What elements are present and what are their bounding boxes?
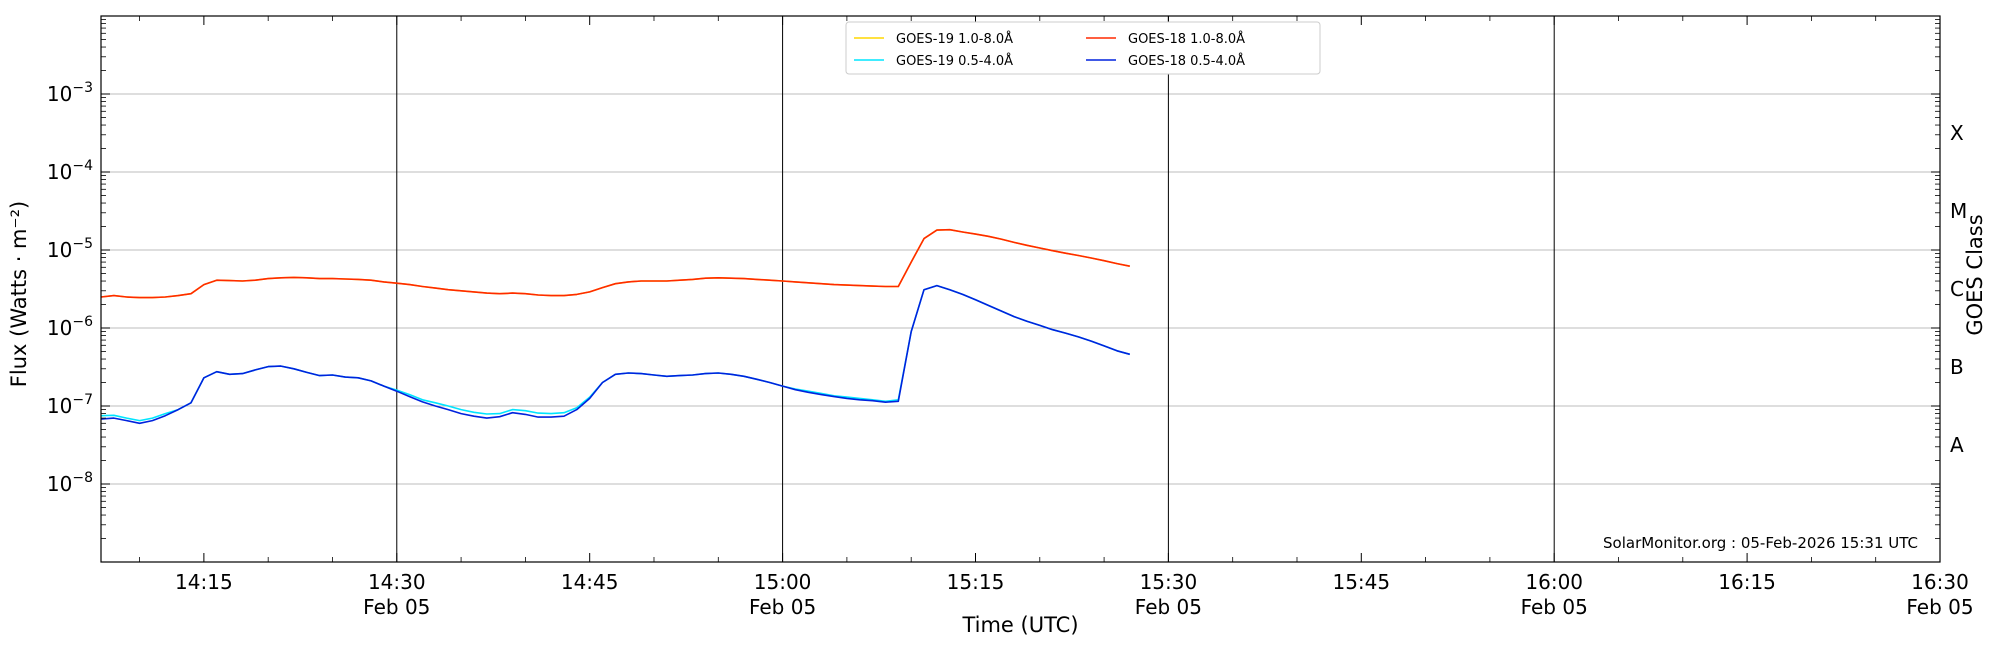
legend-label: GOES-19 0.5-4.0Å bbox=[896, 53, 1013, 69]
legend-label: GOES-19 1.0-8.0Å bbox=[896, 31, 1013, 47]
legend: GOES-19 1.0-8.0Å GOES-19 0.5-4.0Å GOES-18 … bbox=[845, 21, 1321, 75]
x-axis-title: Time (UTC) bbox=[961, 613, 1078, 637]
y-tick-exponent: −8 bbox=[72, 470, 93, 486]
goes-class-label: X bbox=[1950, 121, 1964, 145]
x-tick-date: Feb 05 bbox=[1906, 595, 1973, 619]
axis-ticks bbox=[101, 16, 1941, 562]
goes-class-label: M bbox=[1950, 199, 1967, 223]
watermark-text: SolarMonitor.org : 05-Feb-2026 15:31 UTC bbox=[1603, 534, 1918, 552]
goes-class-label: C bbox=[1950, 277, 1964, 301]
goes-class-axis-title: GOES Class bbox=[1963, 214, 1987, 335]
x-tick-label: 14:15 bbox=[175, 570, 233, 594]
x-tick-label: 14:30 bbox=[368, 570, 426, 594]
series-line bbox=[100, 228, 1130, 299]
x-tick-label: 15:30 bbox=[1140, 570, 1198, 594]
x-tick-label: 15:00 bbox=[754, 570, 812, 594]
y-tick-exponent: −5 bbox=[72, 236, 93, 252]
x-tick-label: 16:15 bbox=[1718, 570, 1776, 594]
legend-label: GOES-18 0.5-4.0Å bbox=[1128, 53, 1245, 69]
y-tick-exponent: −7 bbox=[72, 392, 93, 408]
x-tick-date: Feb 05 bbox=[1135, 595, 1202, 619]
x-tick-label: 14:45 bbox=[561, 570, 619, 594]
y-tick-exponent: −4 bbox=[72, 158, 93, 174]
y-tick-exponent: −6 bbox=[72, 314, 93, 330]
legend-box bbox=[845, 21, 1321, 75]
x-tick-date: Feb 05 bbox=[363, 595, 430, 619]
series-lines bbox=[100, 228, 1131, 425]
goes-class-label: A bbox=[1950, 433, 1964, 457]
goes-class-label: B bbox=[1950, 355, 1964, 379]
x-tick-label: 16:30 bbox=[1911, 570, 1969, 594]
y-axis-title: Flux (Watts · m⁻²) bbox=[7, 201, 31, 387]
y-tick-exponent: −3 bbox=[72, 80, 93, 96]
x-tick-date: Feb 05 bbox=[749, 595, 816, 619]
grid-lines bbox=[101, 93, 1940, 485]
legend-label: GOES-18 1.0-8.0Å bbox=[1128, 31, 1245, 47]
x-tick-label: 15:45 bbox=[1332, 570, 1390, 594]
x-tick-label: 16:00 bbox=[1525, 570, 1583, 594]
x-tick-date: Feb 05 bbox=[1521, 595, 1588, 619]
plot-frame bbox=[100, 15, 1941, 563]
series-line bbox=[100, 284, 1131, 425]
vertical-markers bbox=[396, 16, 1555, 562]
y-tick-label: 10−8 bbox=[47, 470, 93, 496]
x-tick-label: 15:15 bbox=[947, 570, 1005, 594]
